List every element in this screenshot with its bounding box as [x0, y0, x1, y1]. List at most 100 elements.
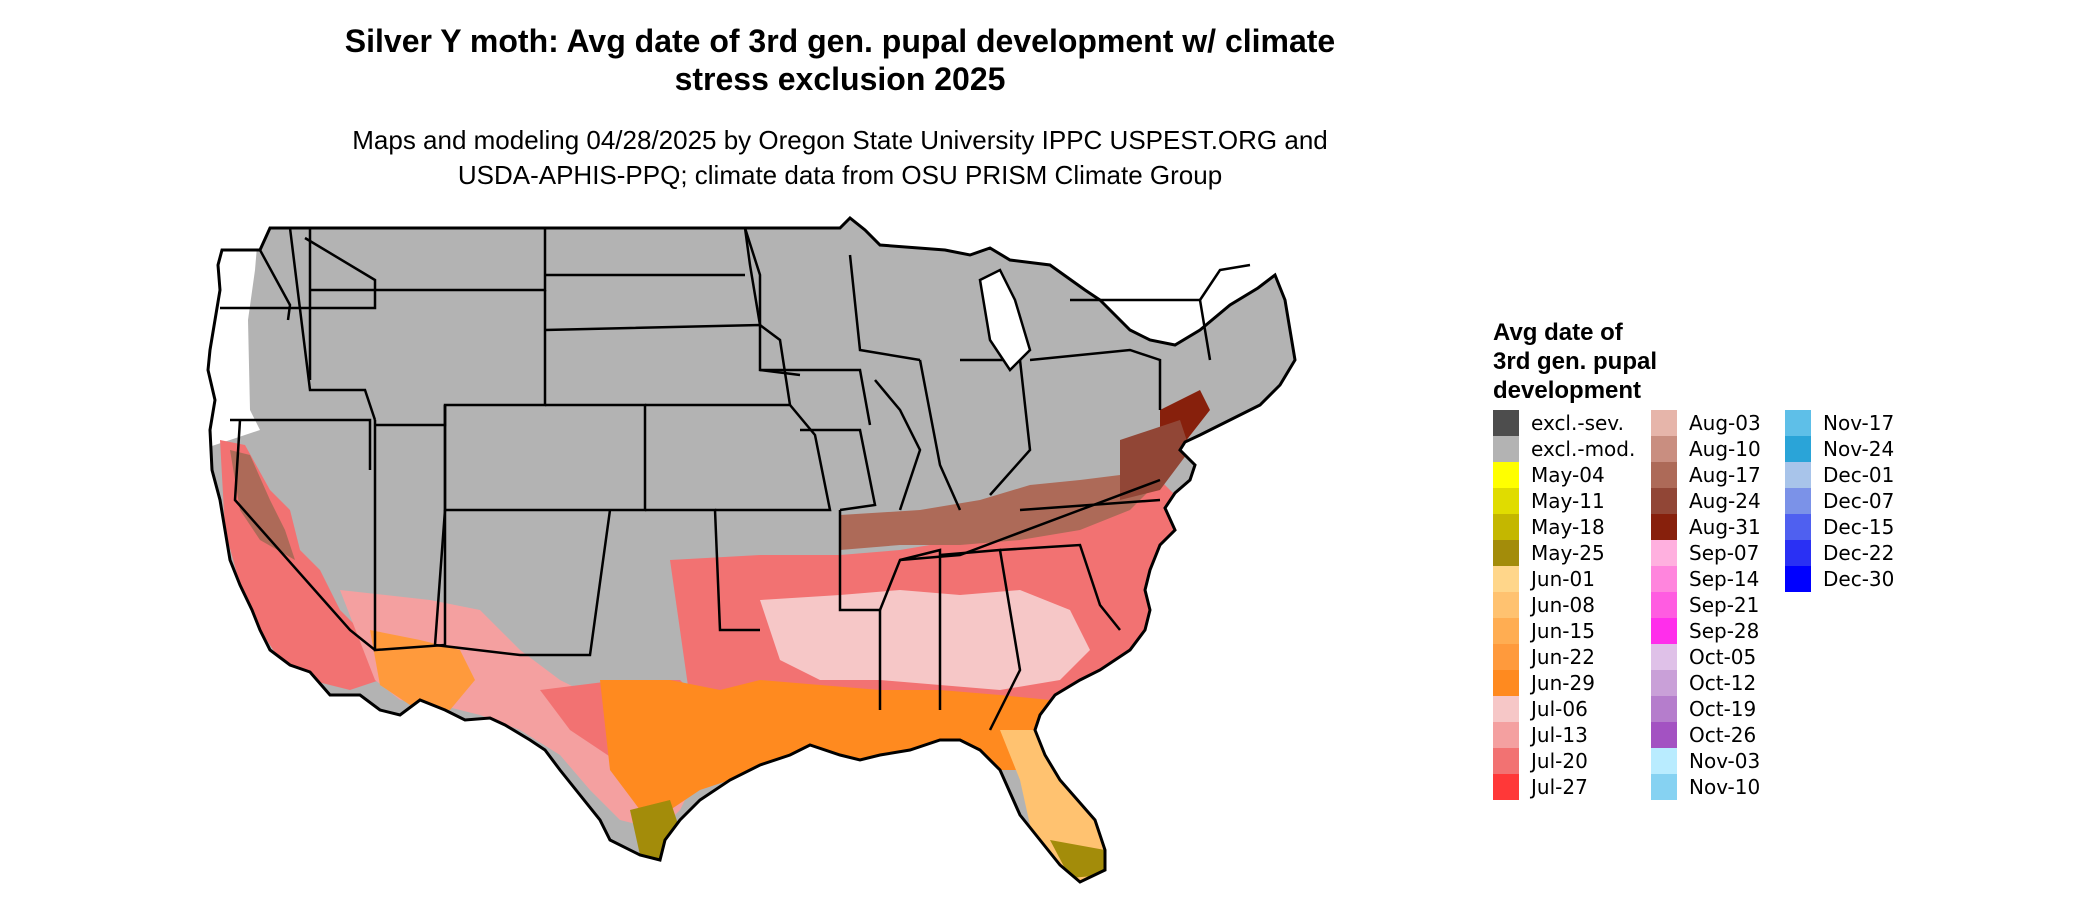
legend-label: May-25 [1531, 541, 1605, 565]
legend-item: Sep-21 [1651, 592, 1761, 618]
legend-swatch [1785, 540, 1811, 566]
legend-item: Dec-22 [1785, 540, 1894, 566]
legend-swatch [1493, 410, 1519, 436]
legend-item: excl.-sev. [1493, 410, 1635, 436]
legend-item: Aug-10 [1651, 436, 1761, 462]
or-border [220, 236, 377, 310]
legend-swatch [1493, 566, 1519, 592]
legend-swatch [1493, 540, 1519, 566]
legend-label: Dec-22 [1823, 541, 1895, 565]
legend-item: Oct-12 [1651, 670, 1761, 696]
legend-label: Nov-10 [1689, 775, 1761, 799]
deep-south-light-pink [760, 590, 1090, 690]
map-title-line-1: Silver Y moth: Avg date of 3rd gen. pupa… [344, 23, 1336, 59]
legend-swatch [1493, 696, 1519, 722]
legend-swatch [1493, 722, 1519, 748]
ca-nv-border [230, 418, 372, 470]
dakotas-border [545, 226, 762, 326]
legend-label: Oct-12 [1689, 671, 1757, 695]
legend-swatch [1651, 410, 1677, 436]
ar-la-border [838, 510, 882, 710]
al-ga-border [939, 548, 1022, 731]
arizona-orange [370, 630, 475, 710]
legend-item: Jul-27 [1493, 774, 1635, 800]
legend-label: Nov-17 [1823, 411, 1895, 435]
legend-column-1: excl.-sev. excl.-mod. May-04 May-11 May-18 Ma… [1493, 410, 1635, 800]
legend-item: Jul-20 [1493, 748, 1635, 774]
legend-title-line-2: 3rd gen. pupal [1493, 348, 1658, 375]
legend-label: Sep-21 [1689, 593, 1760, 617]
ca-border [233, 419, 376, 651]
south-florida-olive [1050, 840, 1105, 878]
gulf-coast-orange [600, 680, 1060, 810]
legend-column-2: Aug-03 Aug-10 Aug-17 Aug-24 Aug-31 Sep-07 Sep-… [1651, 410, 1761, 800]
map-fill-layer [208, 218, 1295, 882]
legend-title-line-1: Avg date of [1493, 319, 1623, 346]
legend-swatch [1493, 774, 1519, 800]
legend-swatch [1493, 618, 1519, 644]
legend-swatch [1785, 462, 1811, 488]
mo-border [800, 428, 877, 512]
mid-south-brown-band [840, 460, 1160, 550]
legend-item: Aug-24 [1651, 488, 1761, 514]
legend-label: excl.-sev. [1531, 411, 1624, 435]
pa-border [1029, 348, 1162, 410]
legend-item: Nov-03 [1651, 748, 1761, 774]
legend-label: Oct-05 [1689, 645, 1757, 669]
legend-item: Aug-03 [1651, 410, 1761, 436]
legend-swatch [1785, 410, 1811, 436]
legend-label: Aug-17 [1689, 463, 1761, 487]
legend-column-3: Nov-17 Nov-24 Dec-01 Dec-07 Dec-15 Dec-22 Dec-… [1785, 410, 1894, 592]
legend-label: Nov-03 [1689, 749, 1761, 773]
ok-tx-border [645, 508, 760, 632]
nc-va-border [1019, 498, 1161, 512]
legend-label: Dec-07 [1823, 489, 1895, 513]
map-subtitle-line-1: Maps and modeling 04/28/2025 by Oregon S… [352, 125, 1328, 155]
il-border [874, 379, 922, 511]
state-borders [220, 226, 1251, 731]
mt-wy-border [310, 228, 547, 292]
map-title-line-2: stress exclusion 2025 [674, 61, 1006, 97]
legend-label: May-04 [1531, 463, 1605, 487]
legend-item: Jul-06 [1493, 696, 1635, 722]
legend-label: excl.-mod. [1531, 437, 1636, 461]
legend-swatch [1493, 436, 1519, 462]
legend-item: Jun-29 [1493, 670, 1635, 696]
map-subtitle: Maps and modeling 04/28/2025 by Oregon S… [240, 123, 1440, 193]
legend-item: Jun-01 [1493, 566, 1635, 592]
legend-item: Sep-14 [1651, 566, 1761, 592]
legend-swatch [1651, 540, 1677, 566]
legend-item: Jun-22 [1493, 644, 1635, 670]
legend-swatch [1493, 488, 1519, 514]
legend-item: Jun-15 [1493, 618, 1635, 644]
ks-border [645, 403, 832, 512]
legend-label: Jun-29 [1531, 671, 1595, 695]
legend-swatch [1651, 566, 1677, 592]
legend-swatch [1493, 592, 1519, 618]
lake-michigan [978, 268, 1032, 372]
legend-swatch [1785, 514, 1811, 540]
legend-label: Oct-26 [1689, 723, 1757, 747]
legend-item: Dec-15 [1785, 514, 1894, 540]
ms-al-border [899, 548, 942, 710]
legend-label: Jun-15 [1531, 619, 1595, 643]
legend-title-line-3: development [1493, 377, 1642, 404]
legend-label: May-18 [1531, 515, 1605, 539]
legend-swatch [1651, 696, 1677, 722]
legend-label: Jul-06 [1531, 697, 1588, 721]
legend-swatch [1651, 436, 1677, 462]
legend-label: Sep-07 [1689, 541, 1760, 565]
legend-label: Sep-14 [1689, 567, 1760, 591]
legend-label: Jun-08 [1531, 593, 1595, 617]
legend-swatch [1651, 722, 1677, 748]
legend-item: Sep-07 [1651, 540, 1761, 566]
new-england-border [1198, 263, 1251, 301]
legend-swatch [1493, 514, 1519, 540]
legend-item: excl.-mod. [1493, 436, 1635, 462]
map-subtitle-line-2: USDA-APHIS-PPQ; climate data from OSU PR… [457, 160, 1223, 190]
legend-item: Dec-01 [1785, 462, 1894, 488]
legend-label: Jul-27 [1531, 775, 1588, 799]
legend-item: May-18 [1493, 514, 1635, 540]
ia-border [760, 368, 872, 426]
legend-label: Oct-19 [1689, 697, 1757, 721]
